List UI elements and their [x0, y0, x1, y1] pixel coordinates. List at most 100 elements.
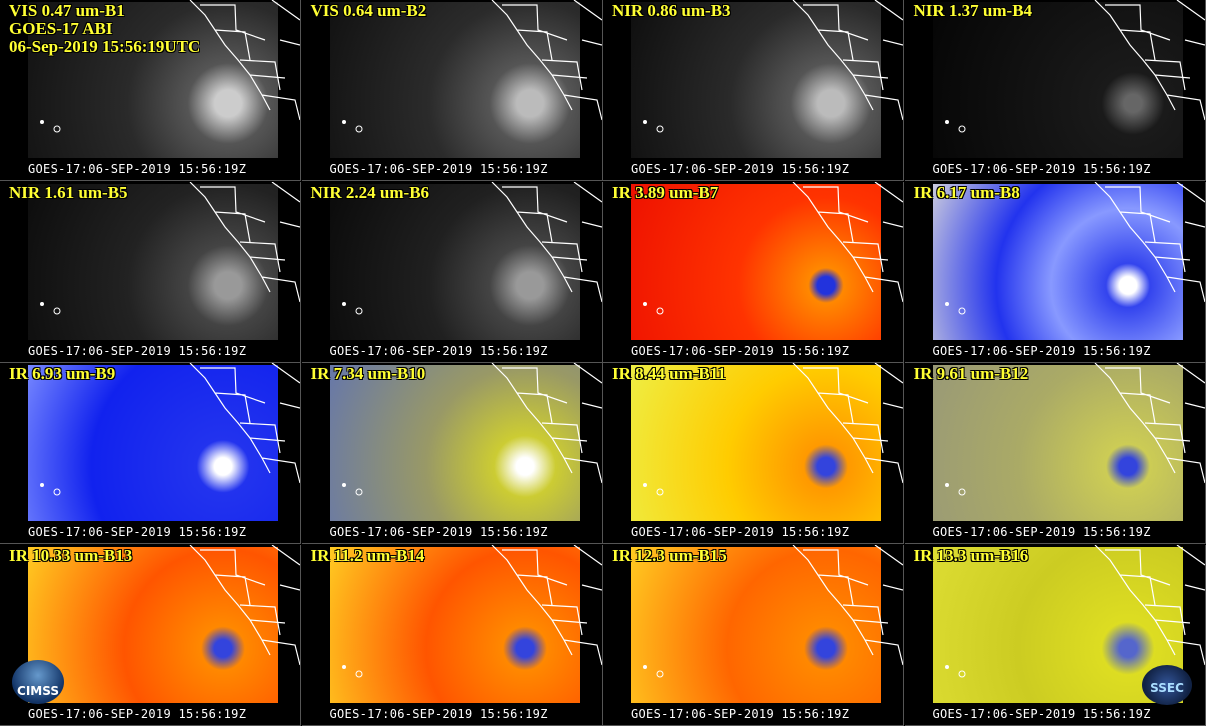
coastline-path [1094, 0, 1205, 121]
ssec-logo: SSEC [1142, 665, 1192, 705]
band-label: IR 7.34 um-B10 [311, 365, 426, 383]
coastline [944, 544, 1205, 677]
island [656, 125, 664, 133]
coastline-path [491, 181, 602, 302]
island [341, 301, 346, 306]
satellite-panel: NIR 1.61 um-B5 GOES-17:06-SEP-2019 15:56:… [0, 181, 301, 363]
satellite-panel: IR 10.33 um-B13 GOES-17:06-SEP-2019 15:56… [0, 544, 301, 726]
band-label: IR 11.2 um-B14 [310, 545, 425, 565]
band-name: VIS 0.47 um-B1 [9, 1, 125, 20]
island [656, 670, 664, 677]
band-label: IR 13.3 um-B16 [914, 546, 1029, 565]
timestamp: GOES-17:06-SEP-2019 15:56:19Z [631, 525, 850, 539]
island [944, 483, 949, 487]
timestamp: GOES-17:06-SEP-2019 15:56:19Z [329, 525, 548, 539]
timestamp: GOES-17:06-SEP-2019 15:56:19Z [28, 162, 247, 176]
coastline-path [1094, 181, 1205, 302]
band-name: IR 6.17 um-B8 [913, 182, 1020, 202]
coastline-path [491, 544, 602, 665]
band-label: NIR 2.24 um-B6 [310, 182, 430, 202]
coastline-path [189, 0, 300, 121]
band-name: VIS 0.64 um-B2 [310, 1, 427, 20]
cimss-logo: CIMSS [12, 660, 64, 704]
timestamp: GOES-17:06-SEP-2019 15:56:19Z [932, 162, 1151, 176]
band-name: IR 10.33 um-B13 [9, 545, 133, 565]
band-label: IR 9.61 um-B12 [914, 365, 1029, 383]
island [355, 488, 362, 496]
band-label: VIS 0.47 um-B1 GOES-17 ABI 06-Sep-2019 15:… [9, 2, 200, 56]
band-label: IR 12.3 um-B15 [612, 545, 727, 565]
satellite-panel: VIS 0.64 um-B2 GOES-17:06-SEP-2019 15:56:… [301, 0, 603, 181]
band-name: IR 7.34 um-B10 [310, 364, 426, 383]
band-name: IR 3.89 um-B7 [612, 182, 719, 202]
band-name: NIR 2.24 um-B6 [310, 182, 430, 202]
timestamp: GOES-17:06-SEP-2019 15:56:19Z [28, 525, 247, 539]
island [643, 120, 647, 124]
coastline [944, 0, 1205, 133]
band-label: IR 10.33 um-B13 [9, 545, 133, 565]
timestamp: GOES-17:06-SEP-2019 15:56:19Z [932, 706, 1151, 721]
band-label: IR 8.44 um-B11 [612, 365, 726, 383]
coastline-path [189, 181, 300, 302]
timestamp: GOES-17:06-SEP-2019 15:56:19Z [28, 343, 247, 358]
island [355, 307, 362, 314]
satellite-panel: IR 12.3 um-B15 GOES-17:06-SEP-2019 15:56:… [603, 544, 904, 726]
coastline [40, 181, 300, 314]
island [656, 488, 664, 496]
island [341, 664, 346, 669]
band-label: IR 3.89 um-B7 [612, 182, 719, 202]
band-name: NIR 1.61 um-B5 [9, 182, 128, 202]
satellite-panel: IR 8.44 um-B11 GOES-17:06-SEP-2019 15:56:… [603, 363, 904, 544]
timestamp: GOES-17:06-SEP-2019 15:56:19Z [631, 162, 850, 176]
band-name: IR 11.2 um-B14 [310, 545, 425, 565]
satellite-panel: NIR 2.24 um-B6 GOES-17:06-SEP-2019 15:56:… [301, 181, 603, 363]
satellite-panel: IR 7.34 um-B10 GOES-17:06-SEP-2019 15:56:… [301, 363, 603, 544]
timestamp: GOES-17:06-SEP-2019 15:56:19Z [329, 343, 548, 358]
island [53, 307, 61, 314]
satellite-panel: IR 6.17 um-B8 GOES-17:06-SEP-2019 15:56:1… [904, 181, 1206, 363]
coastline-path [189, 544, 300, 665]
coastline [341, 363, 602, 496]
timestamp: GOES-17:06-SEP-2019 15:56:19Z [631, 343, 850, 358]
satellite-panel: NIR 0.86 um-B3 GOES-17:06-SEP-2019 15:56:… [603, 0, 904, 181]
island [958, 307, 965, 314]
satellite-panel: IR 11.2 um-B14 GOES-17:06-SEP-2019 15:56:… [301, 544, 603, 726]
timestamp: GOES-17:06-SEP-2019 15:56:19Z [631, 706, 850, 721]
coastline [341, 544, 602, 677]
coastline-path [1094, 544, 1205, 665]
island [944, 120, 949, 124]
coastline-path [792, 544, 903, 665]
band-name: IR 12.3 um-B15 [612, 545, 727, 565]
band-name: NIR 0.86 um-B3 [612, 1, 731, 20]
island [643, 664, 647, 669]
satellite-name: GOES-17 ABI [9, 19, 113, 38]
band-name: IR 8.44 um-B11 [612, 364, 726, 383]
band-label: NIR 1.61 um-B5 [9, 182, 128, 202]
band-label: NIR 1.37 um-B4 [914, 2, 1033, 20]
timestamp: GOES-17:06-SEP-2019 15:56:19Z [28, 706, 247, 721]
coastline [643, 544, 903, 677]
island [40, 120, 44, 124]
island [958, 670, 965, 677]
satellite-panel: IR 6.93 um-B9 GOES-17:06-SEP-2019 15:56:1… [0, 363, 301, 544]
island [958, 488, 965, 496]
island [355, 670, 362, 677]
timestamp: GOES-17:06-SEP-2019 15:56:19Z [932, 343, 1151, 358]
satellite-panel: VIS 0.47 um-B1 GOES-17 ABI 06-Sep-2019 15:… [0, 0, 301, 181]
satellite-panel: NIR 1.37 um-B4 GOES-17:06-SEP-2019 15:56:… [904, 0, 1206, 181]
band-name: IR 6.93 um-B9 [9, 364, 116, 383]
island [944, 664, 949, 669]
coastline [341, 0, 602, 133]
band-name: NIR 1.37 um-B4 [913, 1, 1033, 20]
coastline-path [491, 0, 602, 121]
coastline-path [792, 181, 903, 302]
coastline [643, 363, 903, 496]
island [944, 301, 949, 306]
coastline [643, 0, 903, 133]
band-label: NIR 0.86 um-B3 [612, 2, 731, 20]
coastline [944, 363, 1205, 496]
band-name: IR 9.61 um-B12 [913, 364, 1029, 383]
coastline-path [189, 363, 300, 484]
coastline-path [792, 0, 903, 121]
island [53, 488, 61, 496]
